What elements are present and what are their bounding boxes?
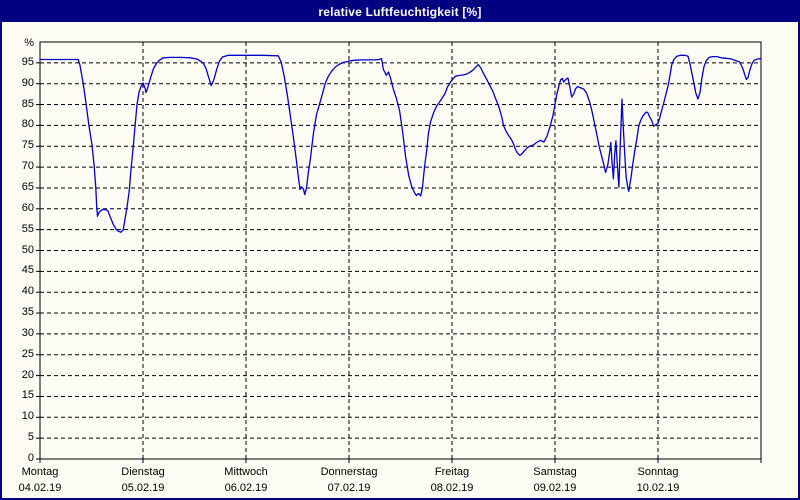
y-tick-label-40: 40	[21, 285, 34, 298]
y-axis-unit-label: %	[24, 37, 34, 49]
x-day-label: Mittwoch	[224, 466, 268, 478]
y-tick-label-45: 45	[21, 264, 34, 277]
y-tick-label-80: 80	[21, 118, 34, 131]
x-date-label: 06.02.19	[224, 482, 268, 494]
x-day-label: Freitag	[434, 466, 470, 478]
x-day-label: Samstag	[533, 466, 577, 478]
y-tick-label-15: 15	[21, 389, 34, 402]
y-tick-label-75: 75	[21, 139, 34, 152]
y-tick-label-70: 70	[21, 160, 34, 173]
y-tick-label-65: 65	[21, 180, 34, 193]
y-tick-label-90: 90	[21, 76, 34, 89]
x-day-label: Montag	[21, 466, 59, 478]
x-label-mittwoch: Mittwoch 06.02.19	[201, 465, 291, 495]
x-label-dienstag: Dienstag 05.02.19	[98, 465, 188, 495]
y-tick-label-30: 30	[21, 326, 34, 339]
x-label-montag: Montag 04.02.19	[2, 465, 85, 495]
y-tick-label-50: 50	[21, 243, 34, 256]
y-tick-label-25: 25	[21, 347, 34, 360]
x-date-label: 04.02.19	[18, 482, 62, 494]
y-tick-label-35: 35	[21, 306, 34, 319]
x-label-donnerstag: Donnerstag 07.02.19	[304, 465, 394, 495]
humidity-chart: 0 5 10 15 20 25 30 35 40 45 50 55 60 65 70 75 80 85 90 95% M…	[2, 22, 798, 498]
y-tick-label-60: 60	[21, 201, 34, 214]
window-title: relative Luftfeuchtigkeit [%]	[318, 5, 482, 19]
y-tick-label-20: 20	[21, 368, 34, 381]
x-label-samstag: Samstag 09.02.19	[510, 465, 600, 495]
y-tick-label-95: 95	[21, 55, 34, 68]
y-tick-label-55: 55	[21, 222, 34, 235]
x-date-label: 05.02.19	[121, 482, 165, 494]
y-tick-label-10: 10	[21, 410, 34, 423]
x-label-freitag: Freitag 08.02.19	[407, 465, 497, 495]
x-date-label: 07.02.19	[327, 482, 371, 494]
x-day-label: Dienstag	[121, 466, 165, 478]
y-tick-label-85: 85	[21, 97, 34, 110]
humidity-line	[39, 54, 762, 233]
x-day-label: Sonntag	[637, 466, 679, 478]
x-day-label: Donnerstag	[320, 466, 378, 478]
titlebar: relative Luftfeuchtigkeit [%]	[2, 2, 798, 22]
x-date-label: 09.02.19	[533, 482, 577, 494]
x-date-label: 08.02.19	[430, 482, 474, 494]
chart-plot-svg	[36, 41, 762, 463]
x-label-sonntag: Sonntag 10.02.19	[613, 465, 703, 495]
y-tick-label-5: 5	[27, 431, 34, 444]
x-date-label: 10.02.19	[636, 482, 680, 494]
y-tick-label-0: 0	[27, 452, 34, 464]
